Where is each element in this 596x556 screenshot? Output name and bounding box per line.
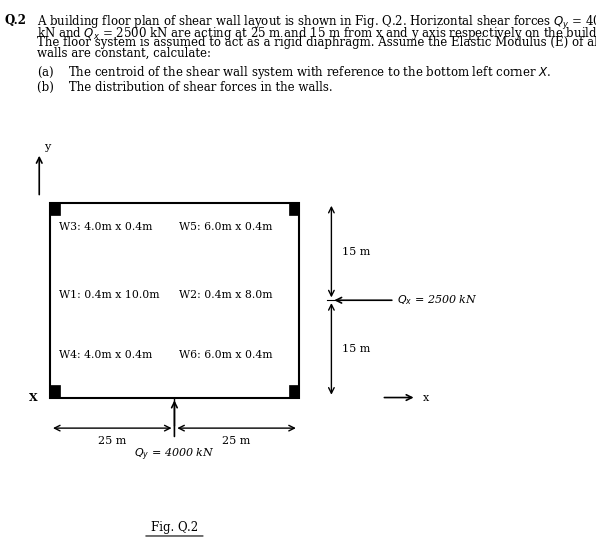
Text: The floor system is assumed to act as a rigid diaphragm. Assume the Elastic Modu: The floor system is assumed to act as a … xyxy=(37,36,596,49)
Text: Fig. Q.2: Fig. Q.2 xyxy=(151,521,198,534)
Text: y: y xyxy=(44,142,50,152)
Text: (a)    The centroid of the shear wall system with reference to the bottom left c: (a) The centroid of the shear wall syste… xyxy=(37,64,551,81)
Text: W4: 4.0m x 0.4m: W4: 4.0m x 0.4m xyxy=(59,350,152,360)
Bar xyxy=(50,203,299,398)
Text: W1: 0.4m x 10.0m: W1: 0.4m x 10.0m xyxy=(59,290,159,300)
Text: (b)    The distribution of shear forces in the walls.: (b) The distribution of shear forces in … xyxy=(37,81,333,93)
Bar xyxy=(289,385,299,398)
Text: $Q_y$ = 4000 kN: $Q_y$ = 4000 kN xyxy=(134,446,215,463)
Text: X: X xyxy=(29,392,38,403)
Text: 25 m: 25 m xyxy=(222,436,251,446)
Text: $Q_x$ = 2500 kN: $Q_x$ = 2500 kN xyxy=(397,294,477,307)
Text: A building floor plan of shear wall layout is shown in Fig. Q.2. Horizontal shea: A building floor plan of shear wall layo… xyxy=(37,14,596,32)
Bar xyxy=(289,203,299,215)
Bar xyxy=(50,385,60,398)
Text: W2: 0.4m x 8.0m: W2: 0.4m x 8.0m xyxy=(179,290,272,300)
Text: Q.2: Q.2 xyxy=(4,14,26,27)
Text: x: x xyxy=(423,393,429,403)
Text: W3: 4.0m x 0.4m: W3: 4.0m x 0.4m xyxy=(59,222,152,232)
Bar xyxy=(50,203,60,215)
Text: walls are constant, calculate:: walls are constant, calculate: xyxy=(37,47,211,60)
Text: kN and $Q_x$ = 2500 kN are acting at 25 m and 15 m from x and y axis respectivel: kN and $Q_x$ = 2500 kN are acting at 25 … xyxy=(37,25,596,42)
Text: 25 m: 25 m xyxy=(98,436,126,446)
Text: W5: 6.0m x 0.4m: W5: 6.0m x 0.4m xyxy=(179,222,272,232)
Text: 15 m: 15 m xyxy=(342,344,371,354)
Text: W6: 6.0m x 0.4m: W6: 6.0m x 0.4m xyxy=(179,350,272,360)
Text: 15 m: 15 m xyxy=(342,247,371,256)
